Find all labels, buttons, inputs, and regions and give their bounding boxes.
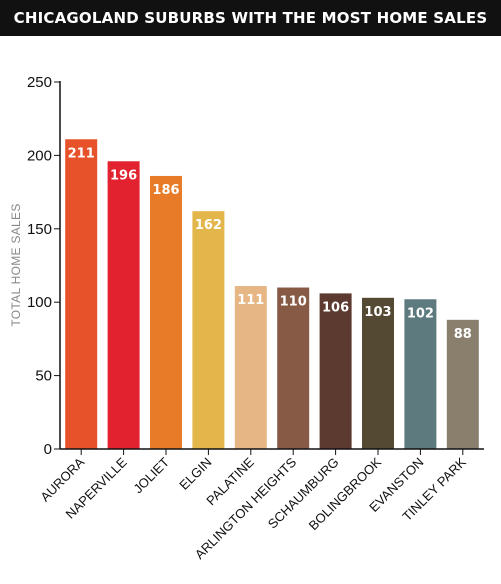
- bar: [319, 293, 352, 449]
- bar-value-label: 102: [407, 306, 434, 321]
- y-axis-ticks: 0 50 100 150 200 250: [27, 74, 60, 458]
- bar: [404, 299, 437, 449]
- bar-value-label: 88: [454, 327, 472, 342]
- bar-value-label: 211: [68, 146, 95, 161]
- x-category-label: BOLINGBROOK: [306, 454, 385, 533]
- bar-value-label: 162: [195, 218, 222, 233]
- y-tick-label: 100: [27, 294, 52, 311]
- bar: [65, 139, 98, 449]
- bar: [107, 161, 140, 449]
- bar: [362, 297, 394, 449]
- axes: [59, 81, 484, 450]
- bar-value-label: 186: [152, 183, 179, 198]
- bar: [150, 175, 182, 449]
- bar-value-label: 106: [322, 300, 349, 315]
- bars: 211 196 186 162 111 110 106 103 102 88: [65, 139, 479, 449]
- x-category-label: JOLIET: [130, 454, 172, 496]
- chart-title: CHICAGOLAND SUBURBS WITH THE MOST HOME S…: [0, 0, 501, 36]
- y-tick-label: 200: [27, 147, 52, 164]
- bar: [277, 287, 310, 449]
- bar-value-label: 103: [364, 305, 391, 320]
- bar-value-label: 110: [280, 295, 307, 310]
- y-tick-label: 250: [27, 74, 52, 91]
- y-tick-label: 0: [44, 441, 52, 458]
- x-category-label: ELGIN: [176, 455, 214, 493]
- bar: [446, 319, 479, 449]
- y-axis-title: TOTAL HOME SALES: [9, 203, 23, 326]
- bar-value-label: 111: [237, 293, 264, 308]
- bar-value-label: 196: [110, 168, 137, 183]
- bar: [234, 286, 267, 449]
- y-tick-label: 150: [27, 221, 52, 238]
- bar: [192, 211, 225, 449]
- y-tick-label: 50: [35, 368, 52, 385]
